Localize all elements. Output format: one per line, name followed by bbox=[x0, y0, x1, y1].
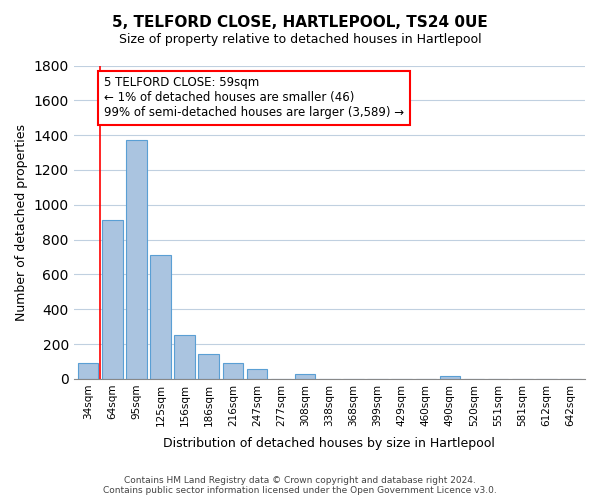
Bar bbox=[199, 354, 219, 379]
Bar bbox=[150, 256, 171, 379]
Text: Size of property relative to detached houses in Hartlepool: Size of property relative to detached ho… bbox=[119, 32, 481, 46]
Bar bbox=[223, 363, 243, 379]
Bar bbox=[78, 363, 98, 379]
Text: 5, TELFORD CLOSE, HARTLEPOOL, TS24 0UE: 5, TELFORD CLOSE, HARTLEPOOL, TS24 0UE bbox=[112, 15, 488, 30]
Text: Contains HM Land Registry data © Crown copyright and database right 2024.
Contai: Contains HM Land Registry data © Crown c… bbox=[103, 476, 497, 495]
Bar bbox=[102, 220, 122, 379]
Bar bbox=[175, 336, 195, 379]
Text: 5 TELFORD CLOSE: 59sqm
← 1% of detached houses are smaller (46)
99% of semi-deta: 5 TELFORD CLOSE: 59sqm ← 1% of detached … bbox=[104, 76, 404, 120]
Bar bbox=[126, 140, 146, 379]
X-axis label: Distribution of detached houses by size in Hartlepool: Distribution of detached houses by size … bbox=[163, 437, 495, 450]
Y-axis label: Number of detached properties: Number of detached properties bbox=[15, 124, 28, 320]
Bar bbox=[295, 374, 316, 379]
Bar bbox=[247, 370, 267, 379]
Bar bbox=[440, 376, 460, 379]
